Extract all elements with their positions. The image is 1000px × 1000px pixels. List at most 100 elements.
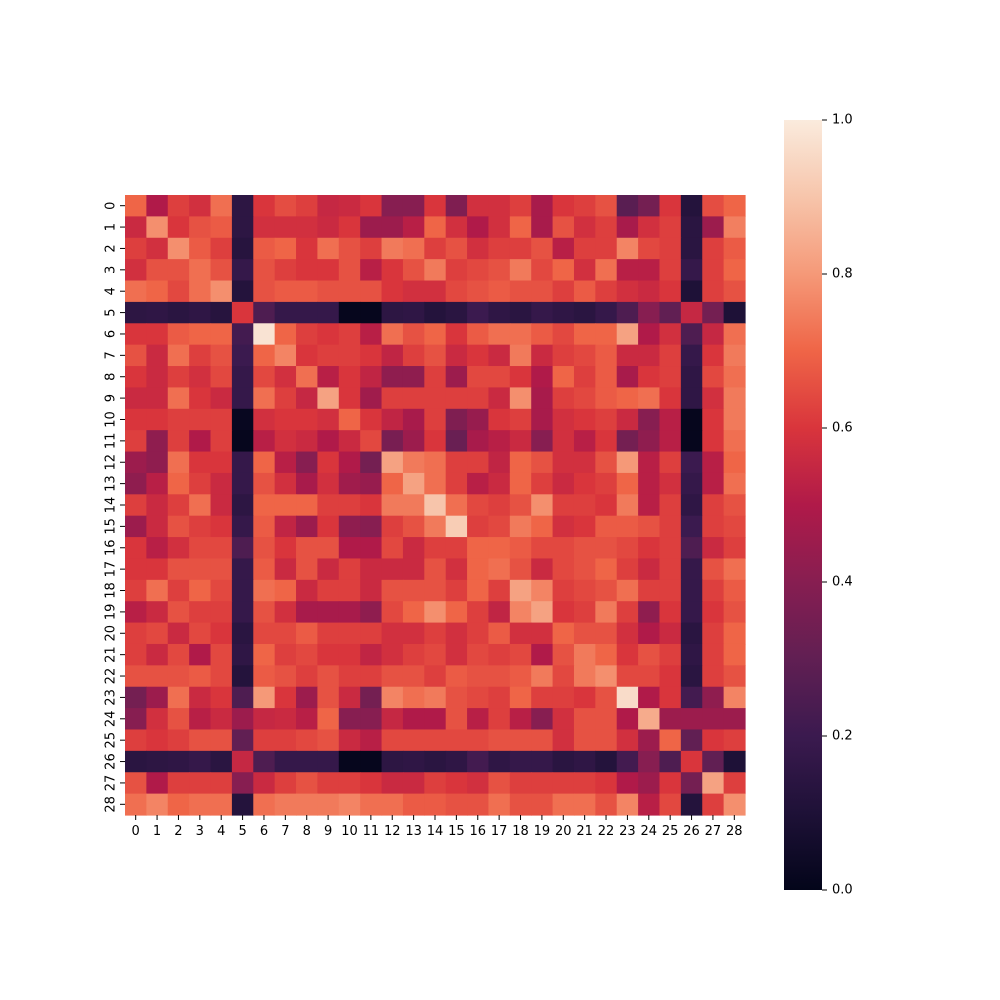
- heatmap-cell-27-20: [552, 772, 575, 795]
- heatmap-cell-21-1: [146, 643, 169, 666]
- heatmap-cell-17-11: [360, 558, 383, 581]
- heatmap-cell-11-15: [445, 430, 468, 453]
- heatmap-cell-16-20: [552, 537, 575, 560]
- heatmap-cell-6-22: [595, 323, 618, 346]
- heatmap-cell-19-17: [488, 601, 511, 624]
- heatmap-cell-15-14: [424, 515, 447, 538]
- heatmap-cell-1-21: [573, 216, 596, 239]
- heatmap-cell-26-16: [467, 750, 490, 773]
- heatmap-cell-7-24: [638, 344, 661, 367]
- heatmap-cell-14-14: [424, 494, 447, 517]
- heatmap-cell-28-22: [595, 793, 618, 816]
- heatmap-cell-28-0: [125, 793, 147, 816]
- heatmap-cell-18-17: [488, 579, 511, 602]
- heatmap-cell-7-22: [595, 344, 618, 367]
- heatmap-cell-11-13: [402, 430, 425, 453]
- heatmap-cell-13-17: [488, 472, 511, 495]
- heatmap-cell-9-24: [638, 387, 661, 410]
- heatmap-cell-21-13: [402, 643, 425, 666]
- heatmap-cell-14-3: [189, 494, 212, 517]
- heatmap-cell-9-10: [338, 387, 361, 410]
- heatmap-cell-9-21: [573, 387, 596, 410]
- heatmap-cell-16-24: [638, 537, 661, 560]
- heatmap-cell-20-0: [125, 622, 147, 645]
- heatmap-cell-13-6: [253, 472, 276, 495]
- heatmap-cell-19-23: [616, 601, 639, 624]
- y-tick-label: 2: [104, 244, 119, 252]
- heatmap-cell-6-7: [274, 323, 297, 346]
- heatmap-cell-11-0: [125, 430, 147, 453]
- heatmap-cell-26-11: [360, 750, 383, 773]
- heatmap-cell-27-12: [381, 772, 404, 795]
- heatmap-cell-16-9: [317, 537, 340, 560]
- heatmap-cell-23-14: [424, 686, 447, 709]
- heatmap-cell-23-24: [638, 686, 661, 709]
- heatmap-cell-2-17: [488, 237, 511, 260]
- heatmap-cell-16-1: [146, 537, 169, 560]
- heatmap-cell-11-7: [274, 430, 297, 453]
- heatmap-cell-10-13: [402, 408, 425, 431]
- heatmap-cell-4-3: [189, 280, 212, 303]
- colorbar-gradient: [784, 120, 822, 890]
- heatmap-cell-11-2: [167, 430, 190, 453]
- heatmap-cell-21-9: [317, 643, 340, 666]
- heatmap-cell-11-25: [659, 430, 682, 453]
- heatmap-cell-18-16: [467, 579, 490, 602]
- heatmap-cell-12-0: [125, 451, 147, 474]
- heatmap-cell-27-0: [125, 772, 147, 795]
- heatmap-cell-5-22: [595, 301, 618, 324]
- heatmap-cell-28-24: [638, 793, 661, 816]
- heatmap-cell-16-22: [595, 537, 618, 560]
- heatmap-cell-24-6: [253, 708, 276, 731]
- heatmap-cell-9-7: [274, 387, 297, 410]
- heatmap-cell-12-13: [402, 451, 425, 474]
- heatmap-cell-21-6: [253, 643, 276, 666]
- heatmap-cell-24-15: [445, 708, 468, 731]
- heatmap-cell-19-10: [338, 601, 361, 624]
- heatmap-cell-19-2: [167, 601, 190, 624]
- heatmap-cell-16-19: [531, 537, 554, 560]
- heatmap-cell-21-3: [189, 643, 212, 666]
- y-tick-label: 27: [104, 775, 119, 792]
- heatmap-cell-3-20: [552, 259, 575, 282]
- heatmap-cell-27-26: [680, 772, 703, 795]
- heatmap-cell-7-8: [296, 344, 319, 367]
- heatmap-cell-18-11: [360, 579, 383, 602]
- heatmap-cell-21-17: [488, 643, 511, 666]
- heatmap-cell-25-24: [638, 729, 661, 752]
- heatmap-cell-28-25: [659, 793, 682, 816]
- heatmap-cell-23-12: [381, 686, 404, 709]
- y-tick-label: 15: [104, 518, 119, 535]
- heatmap-cell-23-22: [595, 686, 618, 709]
- heatmap-cell-16-7: [274, 537, 297, 560]
- heatmap-cell-9-3: [189, 387, 212, 410]
- heatmap-cell-15-1: [146, 515, 169, 538]
- heatmap-cell-12-11: [360, 451, 383, 474]
- heatmap-cell-0-13: [402, 195, 425, 217]
- heatmap-cell-0-6: [253, 195, 276, 217]
- heatmap-cell-2-3: [189, 237, 212, 260]
- heatmap-cell-2-25: [659, 237, 682, 260]
- heatmap-cell-12-16: [467, 451, 490, 474]
- heatmap-cell-20-5: [231, 622, 254, 645]
- heatmap-cell-22-0: [125, 665, 147, 688]
- heatmap-cell-9-8: [296, 387, 319, 410]
- y-tick-label: 7: [104, 351, 119, 359]
- heatmap-cell-18-0: [125, 579, 147, 602]
- heatmap-cell-19-6: [253, 601, 276, 624]
- heatmap-cell-25-8: [296, 729, 319, 752]
- heatmap-cell-7-19: [531, 344, 554, 367]
- heatmap-cell-23-9: [317, 686, 340, 709]
- heatmap-cell-11-19: [531, 430, 554, 453]
- heatmap-cell-27-10: [338, 772, 361, 795]
- heatmap-cell-5-1: [146, 301, 169, 324]
- heatmap-cell-1-7: [274, 216, 297, 239]
- heatmap-cell-20-19: [531, 622, 554, 645]
- heatmap-cell-19-26: [680, 601, 703, 624]
- heatmap-cell-18-27: [702, 579, 725, 602]
- x-axis-ticks: 0 1 2 3 4 5 6 7 8 9 10 11 12 13 14 15 16 17 18 19 20 21 22 23 24…: [132, 815, 743, 839]
- x-tick-label: 15: [448, 824, 465, 839]
- heatmap-cell-6-21: [573, 323, 596, 346]
- heatmap-cell-3-27: [702, 259, 725, 282]
